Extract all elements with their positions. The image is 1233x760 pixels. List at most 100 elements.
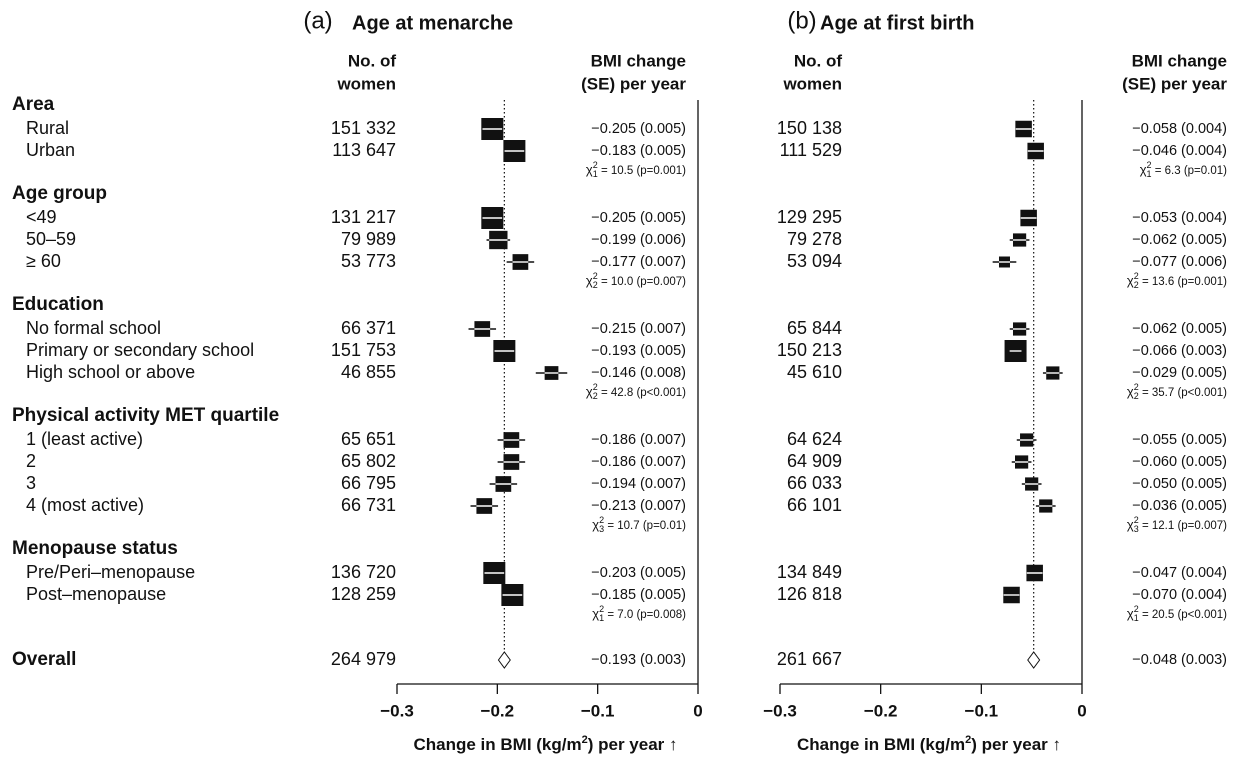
column-header: No. of xyxy=(348,51,396,70)
estimate-label: −0.186 (0.007) xyxy=(591,454,686,470)
test-power: 2 xyxy=(593,160,598,170)
n-value: 113 647 xyxy=(332,140,396,160)
row-label: 2 xyxy=(26,451,36,471)
group-label: Area xyxy=(12,94,55,115)
heterogeneity-test: χ2 3 = 10.7 (p=0.01) xyxy=(592,515,686,534)
estimate-label: −0.036 (0.005) xyxy=(1132,498,1227,514)
x-axis-label-text: ) per year ↑ xyxy=(971,735,1061,754)
n-value: 79 278 xyxy=(787,229,842,249)
heterogeneity-test: χ2 1 = 20.5 (p<0.001) xyxy=(1127,604,1227,623)
test-symbol: χ xyxy=(1127,606,1134,621)
n-value: 53 773 xyxy=(341,251,396,271)
n-value: 126 818 xyxy=(777,584,842,604)
estimate-label: −0.193 (0.005) xyxy=(591,343,686,359)
estimate-label: −0.194 (0.007) xyxy=(591,476,686,492)
n-value: 151 332 xyxy=(331,118,396,138)
group-label: Education xyxy=(12,294,104,315)
heterogeneity-test: χ2 1 = 10.5 (p=0.001) xyxy=(586,160,686,179)
test-text: = 7.0 (p=0.008) xyxy=(604,609,686,621)
estimate-label: −0.185 (0.005) xyxy=(591,587,686,603)
test-text: = 10.7 (p=0.01) xyxy=(604,520,686,532)
column-header: women xyxy=(336,74,396,93)
test-symbol: χ xyxy=(586,384,593,399)
x-axis-label: Change in BMI (kg/m2) per year ↑ xyxy=(413,734,677,755)
test-symbol: χ xyxy=(586,162,593,177)
x-axis-label: Change in BMI (kg/m2) per year ↑ xyxy=(797,734,1061,755)
estimate-label: −0.186 (0.007) xyxy=(591,432,686,448)
row-label: High school or above xyxy=(26,362,195,382)
estimate-label: −0.213 (0.007) xyxy=(591,498,686,514)
row-label: Rural xyxy=(26,118,69,138)
x-axis-label-text: Change in BMI (kg/m xyxy=(797,735,965,754)
estimate-label: −0.199 (0.006) xyxy=(591,232,686,248)
x-tick-label: −0.3 xyxy=(763,701,797,720)
test-df: 1 xyxy=(1147,169,1152,179)
test-symbol: χ xyxy=(1127,517,1134,532)
estimate-label: −0.048 (0.003) xyxy=(1132,652,1227,668)
column-header: BMI change xyxy=(1132,51,1227,70)
row-label: 3 xyxy=(26,473,36,493)
test-symbol: χ xyxy=(592,517,599,532)
column-header: (SE) per year xyxy=(1122,74,1227,93)
x-tick-label: 0 xyxy=(693,701,702,720)
estimate-label: −0.183 (0.005) xyxy=(591,143,686,159)
overall-diamond xyxy=(497,651,511,669)
n-value: 136 720 xyxy=(331,562,396,582)
n-value: 66 033 xyxy=(787,473,842,493)
n-value: 65 844 xyxy=(787,318,842,338)
estimate-label: −0.070 (0.004) xyxy=(1132,587,1227,603)
row-label: <49 xyxy=(26,207,57,227)
row-label: No formal school xyxy=(26,318,161,338)
column-header: No. of xyxy=(794,51,842,70)
row-label: 1 (least active) xyxy=(26,429,143,449)
test-power: 2 xyxy=(599,515,604,525)
test-power: 2 xyxy=(593,382,598,392)
estimate-label: −0.062 (0.005) xyxy=(1132,321,1227,337)
n-value: 129 295 xyxy=(777,207,842,227)
test-power: 2 xyxy=(1134,271,1139,281)
n-value: 264 979 xyxy=(331,649,396,669)
estimate-label: −0.205 (0.005) xyxy=(591,121,686,137)
panel-label: (b) xyxy=(787,7,816,34)
n-value: 150 213 xyxy=(777,340,842,360)
n-value: 66 101 xyxy=(787,495,842,515)
test-symbol: χ xyxy=(1127,273,1134,288)
row-label: 50–59 xyxy=(26,229,76,249)
test-df: 3 xyxy=(599,524,604,534)
x-tick-label: −0.2 xyxy=(864,701,898,720)
heterogeneity-test: χ2 2 = 35.7 (p<0.001) xyxy=(1127,382,1227,401)
overall-diamond xyxy=(1027,651,1041,669)
test-df: 3 xyxy=(1134,524,1139,534)
x-axis-label-sup: 2 xyxy=(965,734,971,746)
n-value: 65 651 xyxy=(341,429,396,449)
n-value: 134 849 xyxy=(777,562,842,582)
estimate-label: −0.029 (0.005) xyxy=(1132,365,1227,381)
n-value: 53 094 xyxy=(787,251,842,271)
row-label: Pre/Peri–menopause xyxy=(26,562,195,582)
estimate-label: −0.215 (0.007) xyxy=(591,321,686,337)
row-label: ≥ 60 xyxy=(26,251,61,271)
test-symbol: χ xyxy=(1127,384,1134,399)
row-label: Primary or secondary school xyxy=(26,340,254,360)
test-df: 2 xyxy=(593,280,598,290)
estimate-label: −0.055 (0.005) xyxy=(1132,432,1227,448)
test-df: 2 xyxy=(593,391,598,401)
panel-title: Age at first birth xyxy=(820,12,974,34)
test-df: 1 xyxy=(1134,613,1139,623)
test-power: 2 xyxy=(599,604,604,614)
test-text: = 13.6 (p=0.001) xyxy=(1139,276,1227,288)
estimate-label: −0.050 (0.005) xyxy=(1132,476,1227,492)
estimate-label: −0.203 (0.005) xyxy=(591,565,686,581)
test-power: 2 xyxy=(1134,515,1139,525)
estimate-label: −0.077 (0.006) xyxy=(1132,254,1227,270)
test-symbol: χ xyxy=(586,273,593,288)
test-power: 2 xyxy=(1147,160,1152,170)
estimate-label: −0.066 (0.003) xyxy=(1132,343,1227,359)
heterogeneity-test: χ2 2 = 13.6 (p=0.001) xyxy=(1127,271,1227,290)
x-axis-label-text: Change in BMI (kg/m xyxy=(413,735,581,754)
row-label: 4 (most active) xyxy=(26,495,144,515)
heterogeneity-test: χ2 2 = 10.0 (p=0.007) xyxy=(586,271,686,290)
test-text: = 10.5 (p=0.001) xyxy=(598,165,686,177)
test-power: 2 xyxy=(593,271,598,281)
